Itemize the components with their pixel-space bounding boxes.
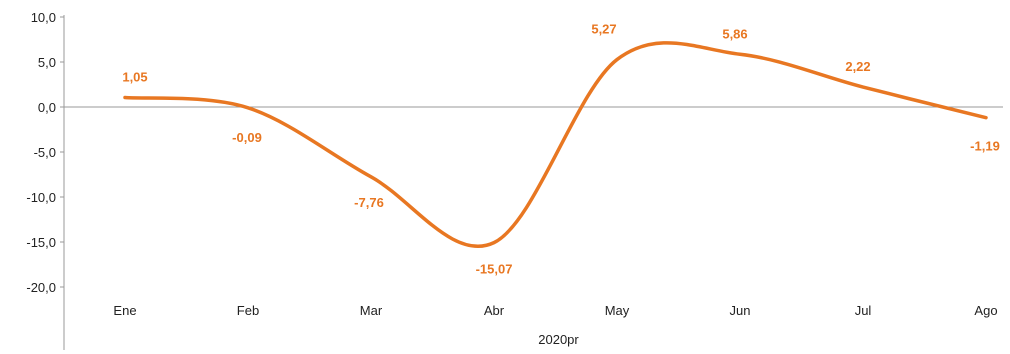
- y-axis-ticks: 10,0 5,0 0,0 -5,0 -10,0 -15,0 -20,0: [26, 10, 64, 295]
- y-tick-label: -15,0: [26, 235, 56, 250]
- x-tick-label: Ago: [974, 303, 997, 318]
- x-group-label: 2020pr: [538, 332, 579, 347]
- data-label: -15,07: [476, 262, 513, 277]
- x-tick-label: Mar: [360, 303, 383, 318]
- data-label: -7,76: [354, 195, 384, 210]
- axes: [63, 15, 1003, 350]
- y-tick-label: -10,0: [26, 190, 56, 205]
- x-tick-label: Jun: [730, 303, 751, 318]
- y-tick-label: 10,0: [31, 10, 56, 25]
- x-tick-label: Abr: [484, 303, 505, 318]
- y-tick-label: -20,0: [26, 280, 56, 295]
- data-label: 5,27: [591, 22, 616, 37]
- data-label: 1,05: [122, 70, 147, 85]
- y-tick-label: 5,0: [38, 55, 56, 70]
- y-tick-label: 0,0: [38, 100, 56, 115]
- x-tick-label: May: [605, 303, 630, 318]
- data-label: 5,86: [722, 26, 747, 41]
- data-label: 2,22: [845, 59, 870, 74]
- x-axis-ticks: Ene Feb Mar Abr May Jun Jul Ago: [113, 303, 997, 318]
- x-tick-label: Jul: [855, 303, 872, 318]
- y-tick-label: -5,0: [34, 145, 56, 160]
- x-tick-label: Ene: [113, 303, 136, 318]
- data-labels: 1,05 -0,09 -7,76 -15,07 5,27 5,86 2,22 -1,19: [122, 22, 999, 277]
- data-label: -0,09: [232, 130, 262, 145]
- data-label: -1,19: [970, 139, 1000, 154]
- series-line: [123, 41, 988, 248]
- x-tick-label: Feb: [237, 303, 259, 318]
- series: [123, 41, 988, 248]
